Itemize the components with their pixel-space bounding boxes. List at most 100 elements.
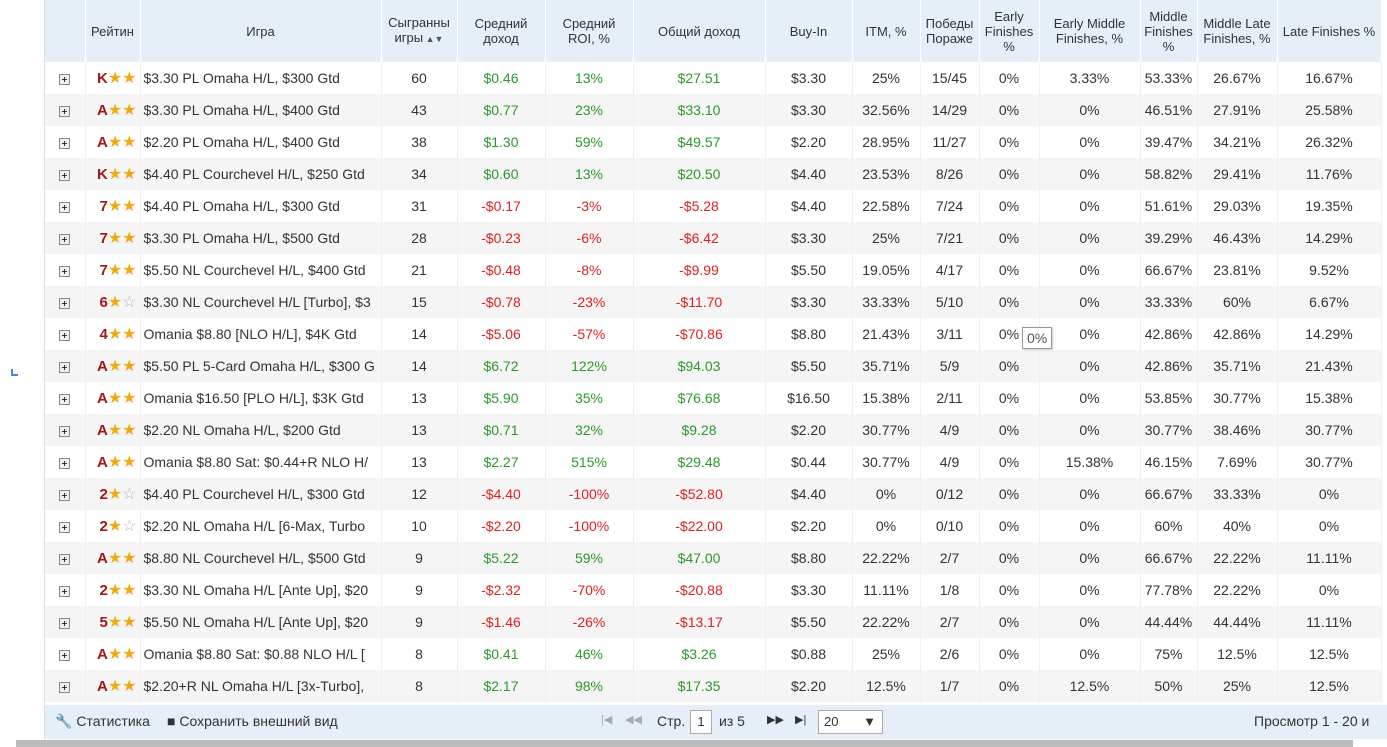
page-input[interactable]: 1: [690, 710, 712, 734]
column-header[interactable]: Early Finishes %: [979, 0, 1040, 62]
expand-icon[interactable]: [59, 361, 71, 373]
column-header[interactable]: Buy-In: [765, 0, 853, 62]
expand-cell[interactable]: [45, 510, 86, 542]
table-row[interactable]: 2★☆ $4.40 PL Courchevel H/L, $300 Gtd 12 -$…: [45, 478, 1382, 510]
star-icon: ★: [122, 646, 137, 663]
expand-cell[interactable]: [45, 574, 86, 606]
column-header[interactable]: Игра: [140, 0, 382, 62]
column-header[interactable]: Middle Late Finishes, %: [1197, 0, 1278, 62]
table-row[interactable]: A★★ $2.20 NL Omaha H/L, $200 Gtd 13 $0.71 32…: [45, 414, 1382, 446]
expand-cell[interactable]: [45, 94, 86, 126]
statistics-button[interactable]: 🔧 Статистика: [55, 713, 150, 729]
table-row[interactable]: A★★ $3.30 PL Omaha H/L, $400 Gtd 43 $0.77 23…: [45, 94, 1382, 126]
cell: 23.53%: [852, 158, 921, 190]
column-header[interactable]: [45, 0, 86, 62]
prev-page-button[interactable]: ◀◀: [625, 714, 642, 726]
table-row[interactable]: 7★★ $5.50 NL Courchevel H/L, $400 Gtd 21 -$…: [45, 254, 1382, 286]
cell: 46.43%: [1197, 222, 1278, 254]
sort-icon[interactable]: ▲▼: [423, 34, 444, 44]
column-header[interactable]: Middle Finishes %: [1140, 0, 1198, 62]
expand-cell[interactable]: [45, 638, 86, 670]
expand-cell[interactable]: [45, 190, 86, 222]
expand-cell[interactable]: [45, 542, 86, 574]
expand-cell[interactable]: [45, 318, 86, 350]
expand-icon[interactable]: [59, 681, 71, 693]
table-row[interactable]: 6★☆ $3.30 NL Courchevel H/L [Turbo], $3 15…: [45, 286, 1382, 318]
table-row[interactable]: 4★★ Omania $8.80 [NLO H/L], $4K Gtd 14 -$5.…: [45, 318, 1382, 350]
expand-cell[interactable]: [45, 126, 86, 158]
expand-icon[interactable]: [59, 393, 71, 405]
rating-letter: 6: [99, 294, 108, 311]
expand-icon[interactable]: [59, 105, 71, 117]
column-header[interactable]: Средний доход: [457, 0, 546, 62]
cell: 7.69%: [1197, 446, 1278, 478]
expand-icon[interactable]: [59, 425, 71, 437]
column-header[interactable]: Late Finishes %: [1277, 0, 1382, 62]
table-row[interactable]: K★★ $3.30 PL Omaha H/L, $300 Gtd 60 $0.46 13…: [45, 62, 1382, 94]
expand-icon[interactable]: [59, 137, 71, 149]
table-row[interactable]: 7★★ $3.30 PL Omaha H/L, $500 Gtd 28 -$0.23-…: [45, 222, 1382, 254]
last-page-button[interactable]: ▶|: [795, 714, 807, 726]
expand-cell[interactable]: [45, 254, 86, 286]
column-header[interactable]: ITM, %: [852, 0, 921, 62]
game-name: $5.50 NL Omaha H/L [Ante Up], $20: [140, 606, 382, 638]
table-row[interactable]: 7★★ $4.40 PL Omaha H/L, $300 Gtd 31 -$0.17-…: [45, 190, 1382, 222]
expand-icon[interactable]: [59, 201, 71, 213]
cell: 0%: [979, 254, 1040, 286]
table-row[interactable]: A★★ Omania $16.50 [PLO H/L], $3K Gtd 13 $5.…: [45, 382, 1382, 414]
column-header[interactable]: Сыгранны игры ▲▼: [381, 0, 458, 62]
cell: 13%: [545, 158, 634, 190]
expand-cell[interactable]: [45, 414, 86, 446]
table-row[interactable]: A★★ $8.80 NL Courchevel H/L, $500 Gtd 9 $5.…: [45, 542, 1382, 574]
expand-cell[interactable]: [45, 62, 86, 94]
table-row[interactable]: 2★☆ $2.20 NL Omaha H/L [6-Max, Turbo 10 -$2…: [45, 510, 1382, 542]
table-row[interactable]: 5★★ $5.50 NL Omaha H/L [Ante Up], $20 9 -$1…: [45, 606, 1382, 638]
table-row[interactable]: A★★ Omania $8.80 Sat: $0.44+R NLO H/13 $2.…: [45, 446, 1382, 478]
next-page-button[interactable]: ▶▶: [767, 714, 784, 726]
cell: $20.50: [633, 158, 766, 190]
expand-cell[interactable]: [45, 158, 86, 190]
table-row[interactable]: A★★ $5.50 PL 5-Card Omaha H/L, $300 G 14 $6…: [45, 350, 1382, 382]
column-header[interactable]: Общий доход: [633, 0, 766, 62]
expand-icon[interactable]: [59, 649, 71, 661]
table-row[interactable]: A★★ $2.20 PL Omaha H/L, $400 Gtd 38 $1.30 59…: [45, 126, 1382, 158]
expand-icon[interactable]: [59, 73, 71, 85]
expand-cell[interactable]: [45, 606, 86, 638]
expand-icon[interactable]: [59, 553, 71, 565]
expand-icon[interactable]: [59, 265, 71, 277]
table-row[interactable]: A★★ $2.20+R NL Omaha H/L [3x-Turbo], 8 $2.1…: [45, 670, 1382, 702]
expand-icon[interactable]: [59, 617, 71, 629]
table-row[interactable]: A★★ Omania $8.80 Sat: $0.88 NLO H/L [8 $0.…: [45, 638, 1382, 670]
cell: 53.85%: [1140, 382, 1198, 414]
expand-icon[interactable]: [59, 297, 71, 309]
expand-cell[interactable]: [45, 222, 86, 254]
column-header[interactable]: Средний ROI, %: [545, 0, 634, 62]
column-header-label: Средний доход: [474, 16, 528, 46]
expand-icon[interactable]: [59, 521, 71, 533]
expand-icon[interactable]: [59, 329, 71, 341]
rows-per-page-select[interactable]: 20 ▼: [818, 710, 883, 734]
horizontal-scrollbar[interactable]: [16, 740, 1353, 747]
cell: 11.11%: [1277, 606, 1382, 638]
expand-cell[interactable]: [45, 286, 86, 318]
expand-icon[interactable]: [59, 585, 71, 597]
expand-cell[interactable]: [45, 446, 86, 478]
expand-cell[interactable]: [45, 670, 86, 702]
expand-cell[interactable]: [45, 350, 86, 382]
column-header[interactable]: Победы Пораже: [920, 0, 980, 62]
expand-icon[interactable]: [59, 233, 71, 245]
first-page-button[interactable]: |◀: [601, 714, 613, 726]
table-row[interactable]: K★★ $4.40 PL Courchevel H/L, $250 Gtd 34 $0…: [45, 158, 1382, 190]
expand-cell[interactable]: [45, 382, 86, 414]
cell: 21: [381, 254, 458, 286]
stats-table: Рейтин Игра Сыгранны игры ▲▼ Средний доход С…: [45, 0, 1382, 702]
header-row: Рейтин Игра Сыгранны игры ▲▼ Средний доход С…: [45, 0, 1382, 62]
column-header[interactable]: Рейтин: [85, 0, 141, 62]
expand-icon[interactable]: [59, 457, 71, 469]
column-header[interactable]: Early Middle Finishes, %: [1039, 0, 1141, 62]
expand-icon[interactable]: [59, 489, 71, 501]
expand-cell[interactable]: [45, 478, 86, 510]
save-view-button[interactable]: ■ Сохранить внешний вид: [167, 713, 338, 729]
table-row[interactable]: 2★★ $3.30 NL Omaha H/L [Ante Up], $20 9 -$2…: [45, 574, 1382, 606]
expand-icon[interactable]: [59, 169, 71, 181]
